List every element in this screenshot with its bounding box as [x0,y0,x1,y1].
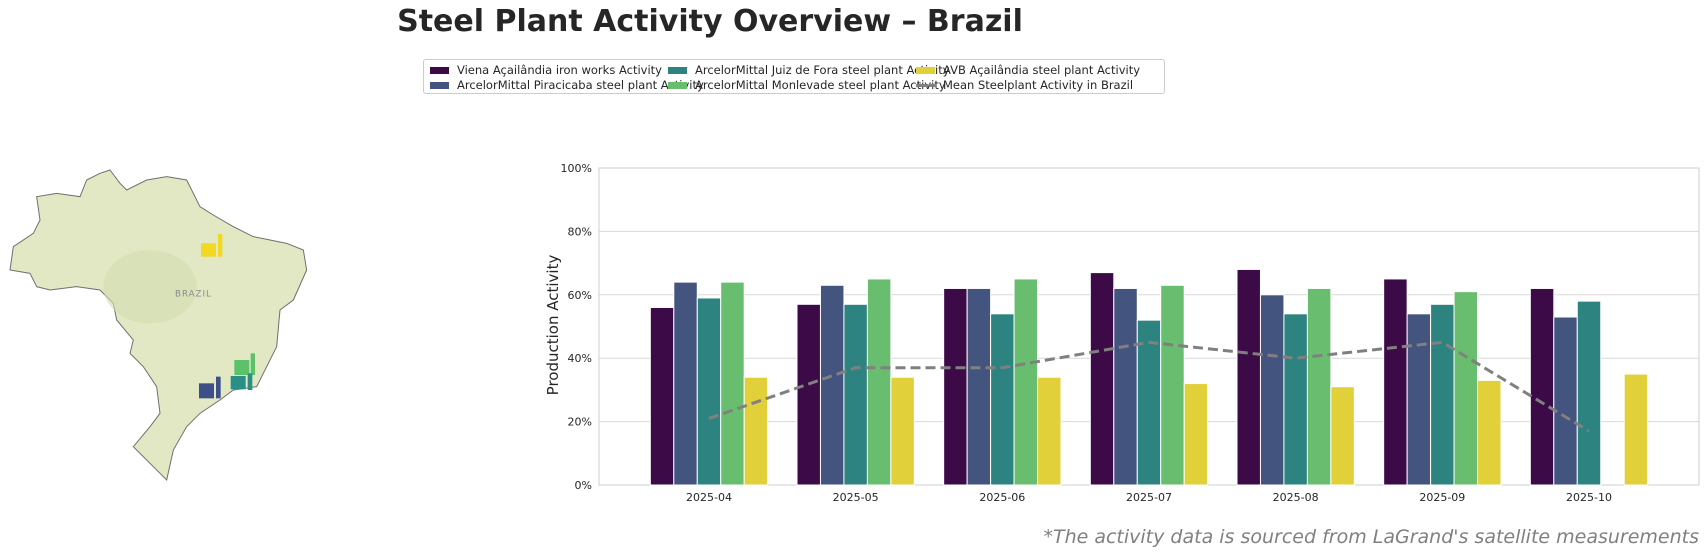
brazil-outline [9,169,308,481]
map-country-label: BRAZIL [175,290,212,300]
bar [943,287,968,486]
y-axis-label: Production Activity [544,254,562,396]
bar [1089,272,1115,486]
bar [1013,278,1039,486]
factory-icon [199,376,221,399]
legend-label: ArcelorMittal Piracicaba steel plant Act… [457,78,704,92]
bar [1553,316,1578,486]
bar [1383,278,1408,486]
page-title: Steel Plant Activity Overview – Brazil [397,4,1023,39]
legend-swatch [668,66,687,74]
factory-icon [230,373,253,390]
bar [649,306,675,486]
legend-item: Viena Açailândia iron works Activity [430,63,662,77]
bar [796,303,821,486]
y-tick-label: 100% [561,162,592,175]
legend-item: ArcelorMittal Juiz de Fora steel plant A… [668,63,950,77]
legend-swatch [430,81,449,89]
legend-swatch [668,81,687,89]
bar [1330,386,1355,486]
x-tick-label: 2025-07 [1126,491,1172,504]
y-tick-label: 20% [568,416,592,429]
bar [1453,291,1479,486]
bar [1623,373,1649,486]
legend-label: ArcelorMittal Monlevade steel plant Acti… [695,78,946,92]
brazil-map: BRAZIL [9,169,308,481]
bar [990,313,1015,486]
bar [1406,313,1432,486]
bar [1306,287,1332,486]
y-tick-label: 0% [575,479,592,492]
x-tick-label: 2025-09 [1419,491,1465,504]
y-tick-label: 40% [568,352,592,365]
terrain-shade [103,250,197,324]
bar [966,287,992,486]
legend-dash [916,83,935,87]
bar [1477,379,1502,486]
legend-label: ArcelorMittal Juiz de Fora steel plant A… [695,63,950,77]
bar [1236,268,1261,486]
bar [866,278,892,486]
bar [673,281,698,486]
bar [1160,284,1185,486]
legend: Viena Açailândia iron works Activity Arc… [423,59,1165,94]
footnote: *The activity data is sourced from LaGra… [1043,526,1699,548]
mean-line [708,340,1590,433]
y-tick-label: 60% [568,289,592,302]
bar [1183,383,1209,486]
factory-icon [234,353,255,375]
legend-label: AVB Açailândia steel plant Activity [943,63,1141,77]
legend-label: Viena Açailândia iron works Activity [457,63,662,77]
bar [1113,287,1138,486]
y-tick-label: 80% [568,225,592,238]
x-tick-label: 2025-04 [686,491,732,504]
bar [1037,376,1062,486]
bar [696,297,722,486]
bar [1529,287,1555,486]
legend-swatch [430,66,449,74]
factory-icon [201,234,223,257]
bar [720,281,745,486]
bar [743,376,769,486]
x-tick-label: 2025-08 [1273,491,1319,504]
bar [843,303,868,486]
bar [1430,303,1455,486]
legend-item: AVB Açailândia steel plant Activity [916,63,1140,77]
x-tick-label: 2025-06 [979,491,1025,504]
legend-item: Mean Steelplant Activity in Brazil [916,78,1133,92]
bar [890,376,915,486]
bar [1283,313,1308,486]
bar [1576,300,1602,486]
legend-swatch [916,66,935,74]
x-tick-label: 2025-10 [1566,491,1612,504]
bar [1259,294,1285,486]
x-tick-label: 2025-05 [833,491,879,504]
legend-label: Mean Steelplant Activity in Brazil [943,78,1134,92]
legend-item: ArcelorMittal Piracicaba steel plant Act… [430,78,704,92]
legend-item: ArcelorMittal Monlevade steel plant Acti… [668,78,946,92]
bar [819,284,845,486]
